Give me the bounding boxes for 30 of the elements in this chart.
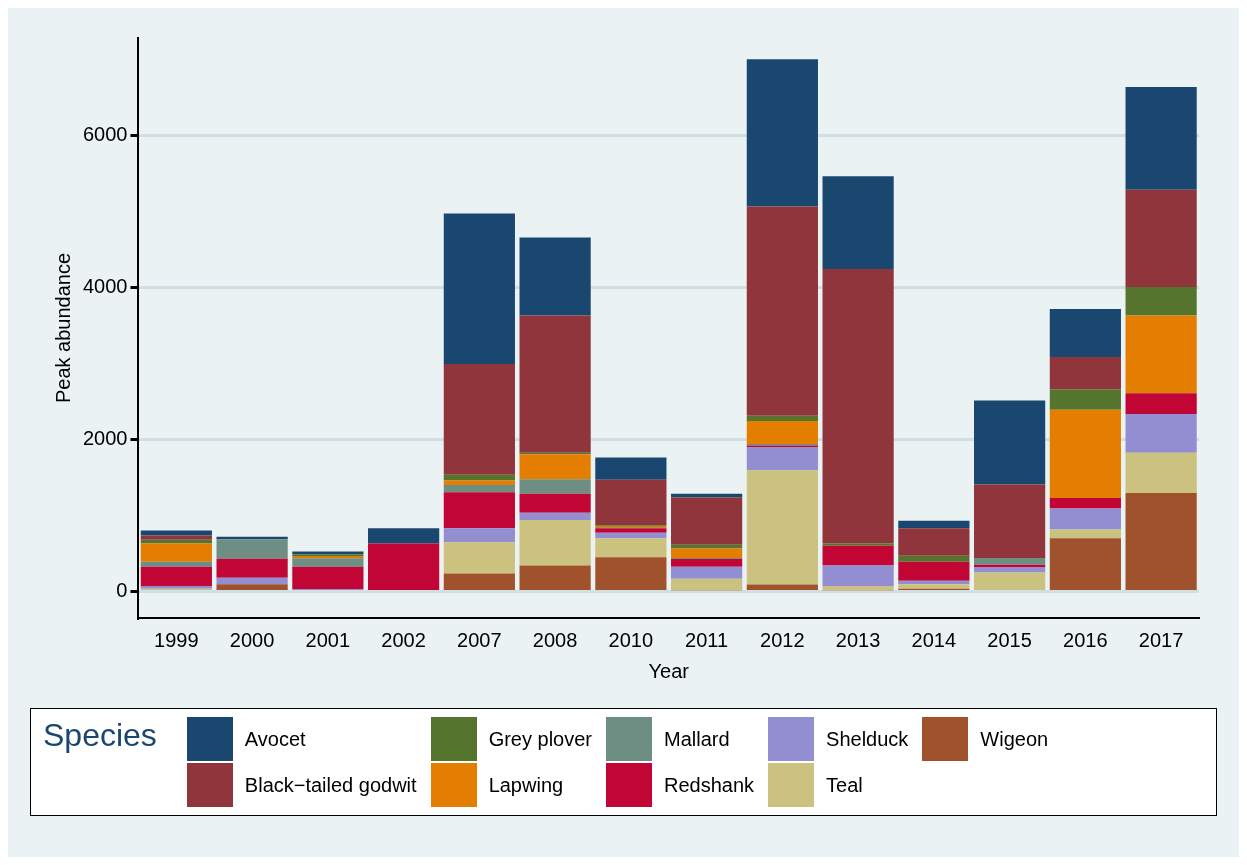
x-tick-label: 2016	[1063, 628, 1108, 651]
legend-label: Wigeon	[980, 727, 1049, 751]
x-tick-label: 2002	[381, 628, 426, 651]
x-tick-label: 2001	[305, 628, 351, 651]
x-tick-label: 2010	[608, 628, 654, 651]
legend-label: Black−tailed godwit	[244, 773, 417, 797]
legend-title: Species	[43, 717, 157, 754]
y-tick-label: 0	[116, 578, 128, 601]
legend-label: Avocet	[244, 727, 306, 751]
y-axis-title: Peak abundance	[51, 252, 74, 404]
x-axis-title: Year	[648, 659, 690, 682]
y-tick-label: 6000	[82, 122, 128, 145]
legend-label: Teal	[826, 773, 863, 797]
x-tick-label: 2011	[685, 628, 729, 651]
x-tick-label: 2000	[229, 628, 275, 651]
y-tick-label: 4000	[82, 274, 128, 297]
legend-label: Grey plover	[488, 727, 592, 751]
x-tick-label: 2013	[835, 628, 881, 651]
legend-label: Redshank	[664, 773, 755, 797]
legend-label: Mallard	[664, 727, 730, 751]
legend-label: Lapwing	[488, 773, 564, 797]
x-tick-label: 2007	[457, 628, 502, 651]
x-tick-label: 2017	[1138, 628, 1184, 651]
x-tick-label: 2014	[911, 628, 957, 651]
x-tick-label: 2012	[760, 628, 805, 651]
x-tick-label: 1999	[154, 628, 199, 651]
x-tick-label: 2015	[987, 628, 1032, 651]
y-tick-label: 2000	[82, 426, 128, 449]
x-tick-label: 2008	[532, 628, 578, 651]
legend-label: Shelduck	[826, 727, 909, 751]
